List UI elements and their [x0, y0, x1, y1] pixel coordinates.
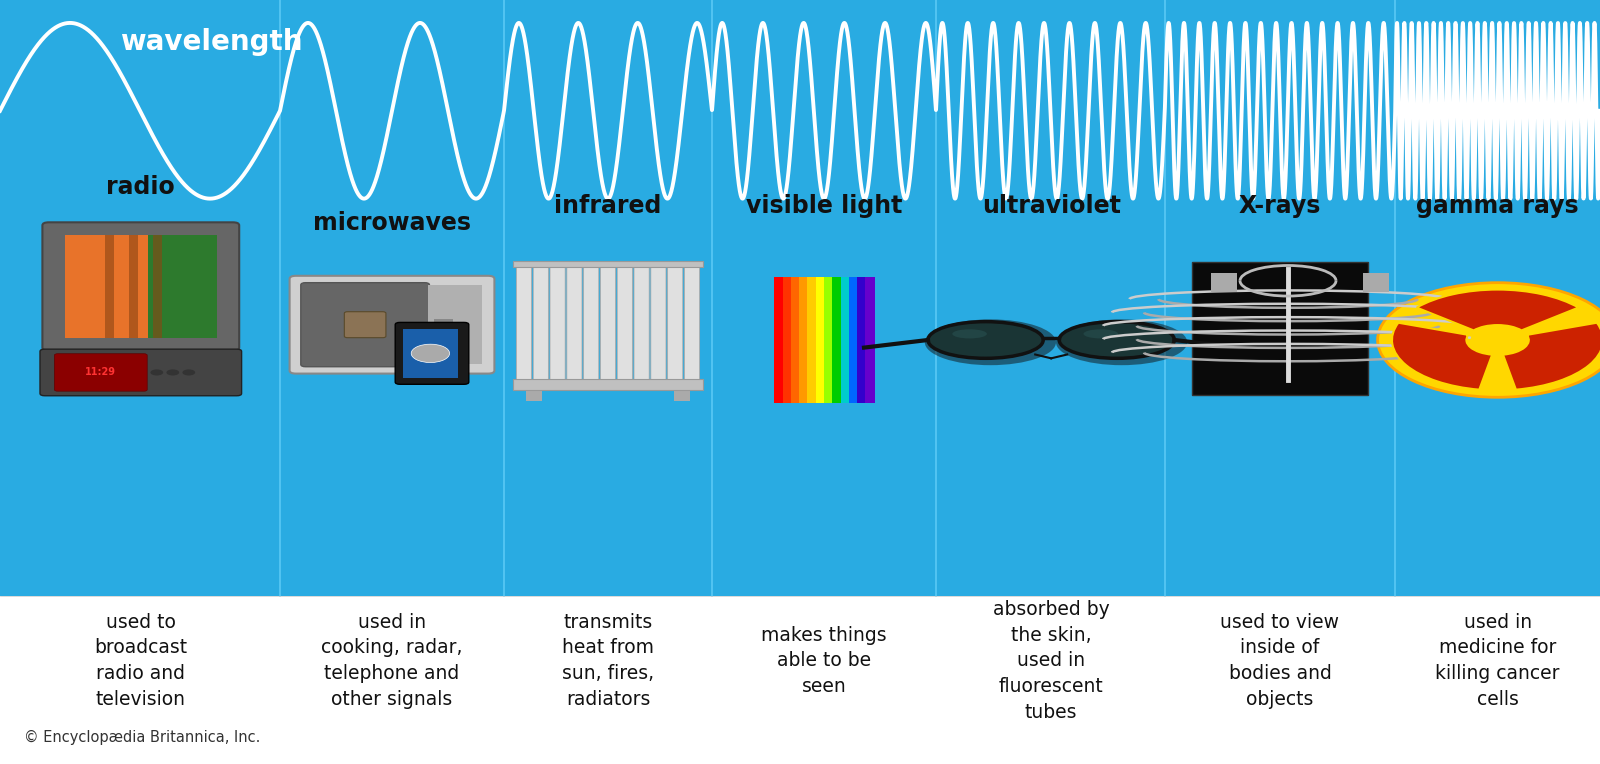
Text: ultraviolet: ultraviolet	[982, 194, 1120, 219]
Bar	[1363, 273, 1389, 292]
Bar	[434, 319, 453, 325]
FancyBboxPatch shape	[651, 263, 666, 387]
Text: microwaves: microwaves	[314, 211, 470, 235]
Bar	[674, 387, 690, 401]
FancyBboxPatch shape	[54, 354, 147, 391]
Bar	[434, 353, 453, 359]
FancyBboxPatch shape	[600, 263, 616, 387]
Text: wavelength: wavelength	[120, 28, 302, 56]
Text: X-rays: X-rays	[1238, 194, 1322, 219]
Text: used to
broadcast
radio and
television: used to broadcast radio and television	[94, 613, 187, 709]
FancyBboxPatch shape	[290, 276, 494, 374]
FancyBboxPatch shape	[344, 312, 386, 338]
Bar	[1192, 261, 1368, 395]
FancyBboxPatch shape	[618, 263, 632, 387]
Text: makes things
able to be
seen: makes things able to be seen	[762, 626, 886, 696]
Circle shape	[1470, 327, 1525, 352]
Wedge shape	[1416, 290, 1579, 330]
Bar	[800, 277, 810, 403]
FancyBboxPatch shape	[40, 349, 242, 396]
Text: infrared: infrared	[554, 194, 662, 219]
Bar	[816, 277, 826, 403]
Bar	[128, 235, 138, 338]
Bar	[64, 235, 218, 338]
Text: used to view
inside of
bodies and
objects: used to view inside of bodies and object…	[1221, 613, 1339, 709]
Bar	[0, 596, 1600, 764]
Wedge shape	[1392, 322, 1493, 390]
Ellipse shape	[952, 329, 987, 338]
Wedge shape	[1502, 322, 1600, 390]
Text: used in
cooking, radar,
telephone and
other signals: used in cooking, radar, telephone and ot…	[322, 613, 462, 709]
Text: visible light: visible light	[746, 194, 902, 219]
Text: used in
medicine for
killing cancer
cells: used in medicine for killing cancer cell…	[1435, 613, 1560, 709]
Bar	[403, 329, 458, 378]
Text: transmits
heat from
sun, fires,
radiators: transmits heat from sun, fires, radiator…	[562, 613, 654, 709]
FancyBboxPatch shape	[566, 263, 582, 387]
FancyBboxPatch shape	[395, 322, 469, 384]
Bar	[840, 277, 851, 403]
FancyBboxPatch shape	[550, 263, 565, 387]
Bar	[514, 379, 702, 390]
Bar	[64, 235, 149, 338]
Bar	[790, 277, 800, 403]
Bar	[1211, 273, 1237, 292]
Ellipse shape	[925, 319, 1056, 365]
FancyBboxPatch shape	[667, 263, 683, 387]
Bar	[866, 277, 875, 403]
FancyBboxPatch shape	[533, 263, 549, 387]
Bar	[106, 235, 115, 338]
Circle shape	[150, 369, 163, 375]
Bar	[832, 277, 842, 403]
Bar	[514, 261, 702, 267]
Text: © Encyclopædia Britannica, Inc.: © Encyclopædia Britannica, Inc.	[24, 730, 261, 745]
Ellipse shape	[1056, 319, 1187, 365]
Bar	[526, 387, 542, 401]
Bar	[434, 342, 453, 348]
Bar	[782, 277, 792, 403]
FancyBboxPatch shape	[301, 283, 429, 367]
Text: radio: radio	[107, 175, 174, 199]
Text: gamma rays: gamma rays	[1416, 194, 1579, 219]
Ellipse shape	[1059, 322, 1174, 358]
Bar	[858, 277, 867, 403]
Text: absorbed by
the skin,
used in
fluorescent
tubes: absorbed by the skin, used in fluorescen…	[994, 600, 1109, 722]
FancyBboxPatch shape	[42, 222, 240, 351]
Bar	[427, 285, 482, 364]
Bar	[0, 0, 1600, 596]
FancyBboxPatch shape	[634, 263, 650, 387]
FancyBboxPatch shape	[517, 263, 531, 387]
Text: 11:29: 11:29	[85, 367, 117, 377]
Bar	[434, 330, 453, 336]
Ellipse shape	[928, 322, 1043, 358]
Circle shape	[1378, 283, 1600, 397]
Bar	[848, 277, 859, 403]
FancyBboxPatch shape	[685, 263, 699, 387]
Circle shape	[182, 369, 195, 375]
Circle shape	[411, 344, 450, 363]
Bar	[808, 277, 818, 403]
Ellipse shape	[1083, 329, 1118, 338]
FancyBboxPatch shape	[584, 263, 598, 387]
Bar	[774, 277, 784, 403]
Bar	[824, 277, 834, 403]
Circle shape	[166, 369, 179, 375]
Bar	[154, 235, 163, 338]
